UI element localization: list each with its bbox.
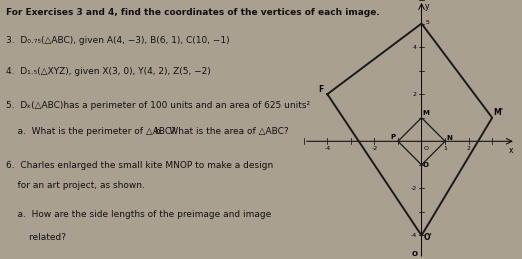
Text: 1: 1 xyxy=(443,146,447,152)
Text: 4: 4 xyxy=(413,45,417,49)
Text: x: x xyxy=(509,146,513,155)
Text: For Exercises 3 and 4, find the coordinates of the vertices of each image.: For Exercises 3 and 4, find the coordina… xyxy=(6,8,379,17)
Text: -2: -2 xyxy=(411,186,417,191)
Text: 5.  Dₖ(△ABC)has a perimeter of 100 units and an area of 625 units²: 5. Dₖ(△ABC)has a perimeter of 100 units … xyxy=(6,101,310,110)
Text: b.  What is the area of △ABC?: b. What is the area of △ABC? xyxy=(155,127,288,136)
Text: 2: 2 xyxy=(467,146,471,152)
Text: O: O xyxy=(423,146,429,151)
Text: -4: -4 xyxy=(411,233,417,238)
Text: M': M' xyxy=(493,108,504,117)
Text: -2: -2 xyxy=(371,146,377,152)
Text: -4: -4 xyxy=(324,146,330,152)
Text: F: F xyxy=(318,85,324,94)
Text: y: y xyxy=(425,2,430,11)
Text: N: N xyxy=(446,135,452,141)
Text: for an art project, as shown.: for an art project, as shown. xyxy=(6,181,145,190)
Text: a.  What is the perimeter of △ABC?: a. What is the perimeter of △ABC? xyxy=(6,127,176,136)
Text: O': O' xyxy=(424,233,433,242)
Text: P: P xyxy=(390,134,396,140)
Text: 4.  D₁.₅(△XYZ), given X(3, 0), Y(4, 2), Z(5, −2): 4. D₁.₅(△XYZ), given X(3, 0), Y(4, 2), Z… xyxy=(6,67,211,76)
Text: O: O xyxy=(412,251,418,257)
Text: 6.  Charles enlarged the small kite MNOP to make a design: 6. Charles enlarged the small kite MNOP … xyxy=(6,161,273,170)
Text: 5: 5 xyxy=(425,20,429,25)
Text: 3.  D₀.₇₅(△ABC), given A(4, −3), B(6, 1), C(10, −1): 3. D₀.₇₅(△ABC), given A(4, −3), B(6, 1),… xyxy=(6,36,230,45)
Text: 2: 2 xyxy=(413,92,417,97)
Text: a.  How are the side lengths of the preimage and image: a. How are the side lengths of the preim… xyxy=(6,210,271,219)
Text: M: M xyxy=(423,110,430,116)
Text: O: O xyxy=(423,162,429,168)
Text: related?: related? xyxy=(6,233,66,242)
